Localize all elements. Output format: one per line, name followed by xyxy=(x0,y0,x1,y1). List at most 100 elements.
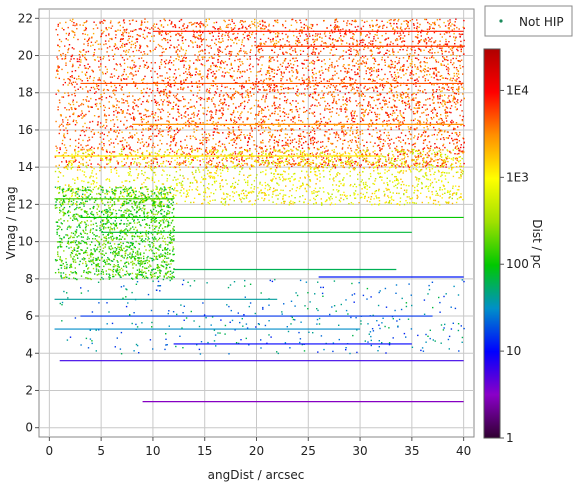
scatter-point xyxy=(405,84,408,86)
scatter-point xyxy=(215,166,217,169)
scatter-point xyxy=(353,33,355,36)
scatter-point xyxy=(233,158,235,160)
scatter-point xyxy=(157,76,159,79)
scatter-point xyxy=(206,161,208,164)
scatter-point xyxy=(313,47,315,49)
scatter-point xyxy=(126,95,129,98)
scatter-point xyxy=(384,128,386,131)
scatter-point xyxy=(403,158,405,160)
scatter-point xyxy=(403,92,405,95)
scatter-point xyxy=(148,128,150,130)
scatter-point xyxy=(258,71,260,73)
scatter-point xyxy=(255,113,257,116)
scatter-point xyxy=(428,28,430,30)
scatter-point xyxy=(81,110,83,112)
scatter-point xyxy=(208,68,210,70)
scatter-point xyxy=(132,112,134,114)
scatter-point xyxy=(57,109,59,111)
scatter-point xyxy=(408,150,410,152)
scatter-point xyxy=(104,127,107,129)
scatter-point xyxy=(372,107,374,109)
scatter-point xyxy=(163,92,165,94)
scatter-point xyxy=(352,131,354,133)
scatter-point xyxy=(93,52,95,54)
scatter-point xyxy=(233,122,235,124)
scatter-point xyxy=(126,119,128,122)
scatter-point xyxy=(459,104,462,106)
scatter-point xyxy=(448,125,451,127)
scatter-point xyxy=(267,126,270,128)
scatter-point xyxy=(408,55,411,58)
scatter-point xyxy=(332,54,334,56)
scatter-point xyxy=(89,75,91,78)
scatter-point xyxy=(162,109,165,112)
scatter-point xyxy=(248,25,250,27)
scatter-point xyxy=(343,81,345,84)
scatter-point xyxy=(128,20,131,22)
scatter-point xyxy=(269,39,272,41)
scatter-point xyxy=(346,120,348,123)
scatter-point xyxy=(198,59,201,61)
scatter-point xyxy=(256,78,258,80)
scatter-point xyxy=(240,47,242,50)
scatter-point xyxy=(431,99,434,101)
scatter-point xyxy=(327,149,329,151)
scatter-point xyxy=(453,75,456,77)
scatter-point xyxy=(362,111,364,114)
scatter-point xyxy=(347,141,349,143)
scatter-point xyxy=(401,41,403,43)
scatter-point xyxy=(201,97,203,100)
scatter-point xyxy=(60,115,62,117)
scatter-point xyxy=(148,143,150,145)
scatter-point xyxy=(456,46,459,48)
scatter-point xyxy=(214,42,216,44)
scatter-point xyxy=(135,45,137,47)
scatter-point xyxy=(315,153,317,155)
scatter-point xyxy=(307,37,309,40)
scatter-point xyxy=(109,159,112,161)
scatter-point xyxy=(269,87,272,89)
scatter-point xyxy=(442,77,445,79)
scatter-point xyxy=(447,125,450,127)
scatter-point xyxy=(361,132,364,135)
scatter-point xyxy=(354,118,356,120)
scatter-point xyxy=(157,116,159,118)
scatter-point xyxy=(269,156,271,159)
scatter-point xyxy=(439,130,441,133)
scatter-point xyxy=(255,124,257,126)
scatter-point xyxy=(179,162,181,164)
scatter-point xyxy=(398,165,400,167)
scatter-point xyxy=(78,142,80,144)
scatter-point xyxy=(116,46,118,49)
scatter-point xyxy=(129,151,131,154)
scatter-point xyxy=(394,18,396,21)
scatter-point xyxy=(293,129,295,131)
scatter-point xyxy=(260,56,262,58)
scatter-point xyxy=(210,98,213,100)
scatter-point xyxy=(247,92,249,94)
scatter-point xyxy=(410,108,412,111)
scatter-point xyxy=(131,73,133,75)
scatter-point xyxy=(249,148,251,150)
scatter-point xyxy=(176,108,179,110)
scatter-point xyxy=(228,58,231,60)
scatter-point xyxy=(429,161,431,163)
scatter-point xyxy=(123,102,125,104)
scatter-point xyxy=(62,125,64,127)
scatter-point xyxy=(406,49,408,52)
scatter-point xyxy=(264,120,266,123)
scatter-point xyxy=(147,120,149,123)
scatter-point xyxy=(273,51,276,54)
scatter-point xyxy=(461,119,464,122)
scatter-point xyxy=(235,107,237,109)
scatter-point xyxy=(303,63,305,65)
scatter-point xyxy=(251,31,254,34)
scatter-point xyxy=(154,26,156,28)
scatter-point xyxy=(337,65,339,67)
scatter-point xyxy=(86,71,88,74)
scatter-point xyxy=(205,137,207,139)
scatter-point xyxy=(310,140,312,142)
scatter-point xyxy=(353,93,355,95)
scatter-point xyxy=(153,117,155,119)
scatter-point xyxy=(396,145,398,148)
